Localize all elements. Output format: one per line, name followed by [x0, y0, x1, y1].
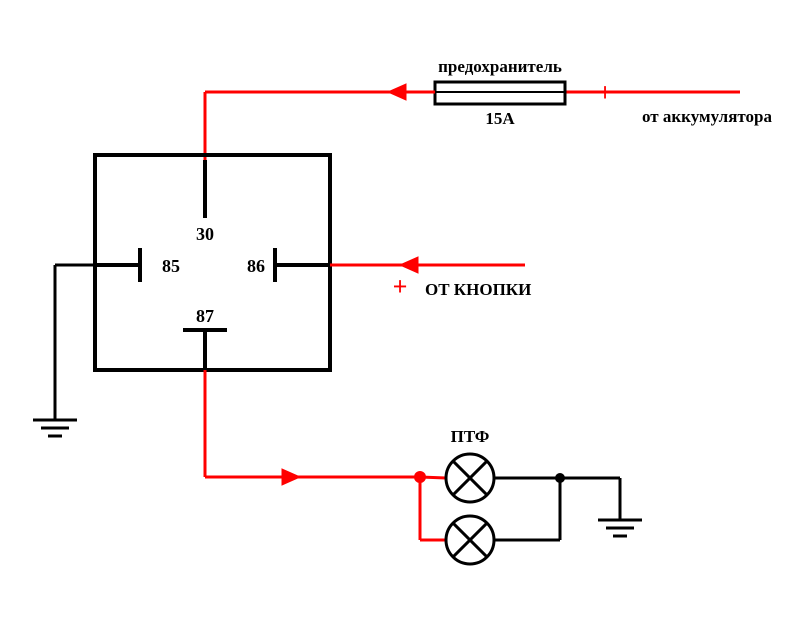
from-battery-label: от аккумулятора [642, 107, 772, 126]
pin-30-label: 30 [196, 224, 214, 244]
plus-button: + [393, 272, 408, 301]
fuse-title: предохранитель [438, 57, 562, 76]
pin-85-label: 85 [162, 256, 180, 276]
relay-box [95, 155, 330, 370]
pin-87-label: 87 [196, 306, 214, 326]
plus-battery: + [598, 78, 613, 107]
ptf-label: ПТФ [451, 427, 490, 446]
wiring-diagram: предохранитель 15А + от аккумулятора 30 85 86 8… [0, 0, 796, 644]
pin-86-label: 86 [247, 256, 265, 276]
from-button-label: ОТ КНОПКИ [425, 280, 531, 299]
fuse-rating: 15А [485, 109, 515, 128]
